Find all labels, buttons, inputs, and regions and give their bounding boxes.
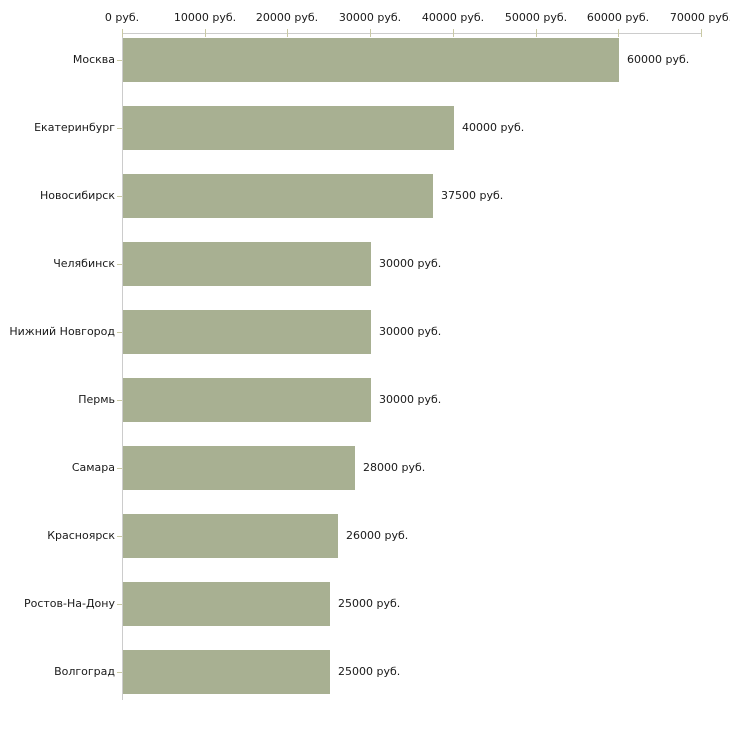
bar — [123, 514, 338, 558]
bar — [123, 310, 371, 354]
x-tick — [536, 29, 537, 37]
bar — [123, 242, 371, 286]
category-label: Ростов-На-Дону — [23, 597, 115, 610]
bar — [123, 650, 330, 694]
category-label: Волгоград — [54, 665, 115, 678]
category-tick — [117, 264, 122, 265]
x-tick-label: 60000 руб. — [586, 11, 650, 24]
category-label: Красноярск — [47, 529, 115, 542]
x-tick — [701, 29, 702, 37]
x-tick-label: 70000 руб. — [669, 11, 730, 24]
category-tick — [117, 128, 122, 129]
x-tick-label: 30000 руб. — [338, 11, 402, 24]
y-axis-line — [122, 33, 123, 700]
x-tick — [205, 29, 206, 37]
bar-value-label: 40000 руб. — [462, 121, 525, 134]
bar-value-label: 30000 руб. — [379, 325, 442, 338]
bar-value-label: 25000 руб. — [338, 597, 401, 610]
bar-value-label: 25000 руб. — [338, 665, 401, 678]
x-tick-label: 20000 руб. — [255, 11, 319, 24]
category-tick — [117, 536, 122, 537]
x-tick-label: 40000 руб. — [421, 11, 485, 24]
x-tick — [453, 29, 454, 37]
category-tick — [117, 60, 122, 61]
x-tick — [618, 29, 619, 37]
category-tick — [117, 332, 122, 333]
bar — [123, 38, 619, 82]
category-label: Новосибирск — [39, 189, 115, 202]
x-tick — [287, 29, 288, 37]
x-tick-label: 50000 руб. — [504, 11, 568, 24]
bar — [123, 106, 454, 150]
x-axis-line — [122, 33, 702, 34]
category-label: Нижний Новгород — [9, 325, 115, 338]
bar — [123, 582, 330, 626]
bar — [123, 378, 371, 422]
x-tick-label: 10000 руб. — [173, 11, 237, 24]
category-tick — [117, 468, 122, 469]
bar-value-label: 30000 руб. — [379, 257, 442, 270]
bar-value-label: 28000 руб. — [363, 461, 426, 474]
bar-value-label: 60000 руб. — [627, 53, 690, 66]
x-tick — [370, 29, 371, 37]
category-tick — [117, 400, 122, 401]
category-tick — [117, 604, 122, 605]
category-label: Пермь — [78, 393, 115, 406]
x-tick — [122, 29, 123, 37]
bar-value-label: 37500 руб. — [441, 189, 504, 202]
category-tick — [117, 672, 122, 673]
category-tick — [117, 196, 122, 197]
category-label: Москва — [72, 53, 115, 66]
category-label: Екатеринбург — [34, 121, 115, 134]
category-label: Челябинск — [53, 257, 115, 270]
x-tick-label: 0 руб. — [104, 11, 140, 24]
bar — [123, 174, 433, 218]
bar-value-label: 30000 руб. — [379, 393, 442, 406]
bar — [123, 446, 355, 490]
category-label: Самара — [71, 461, 115, 474]
bar-value-label: 26000 руб. — [346, 529, 409, 542]
